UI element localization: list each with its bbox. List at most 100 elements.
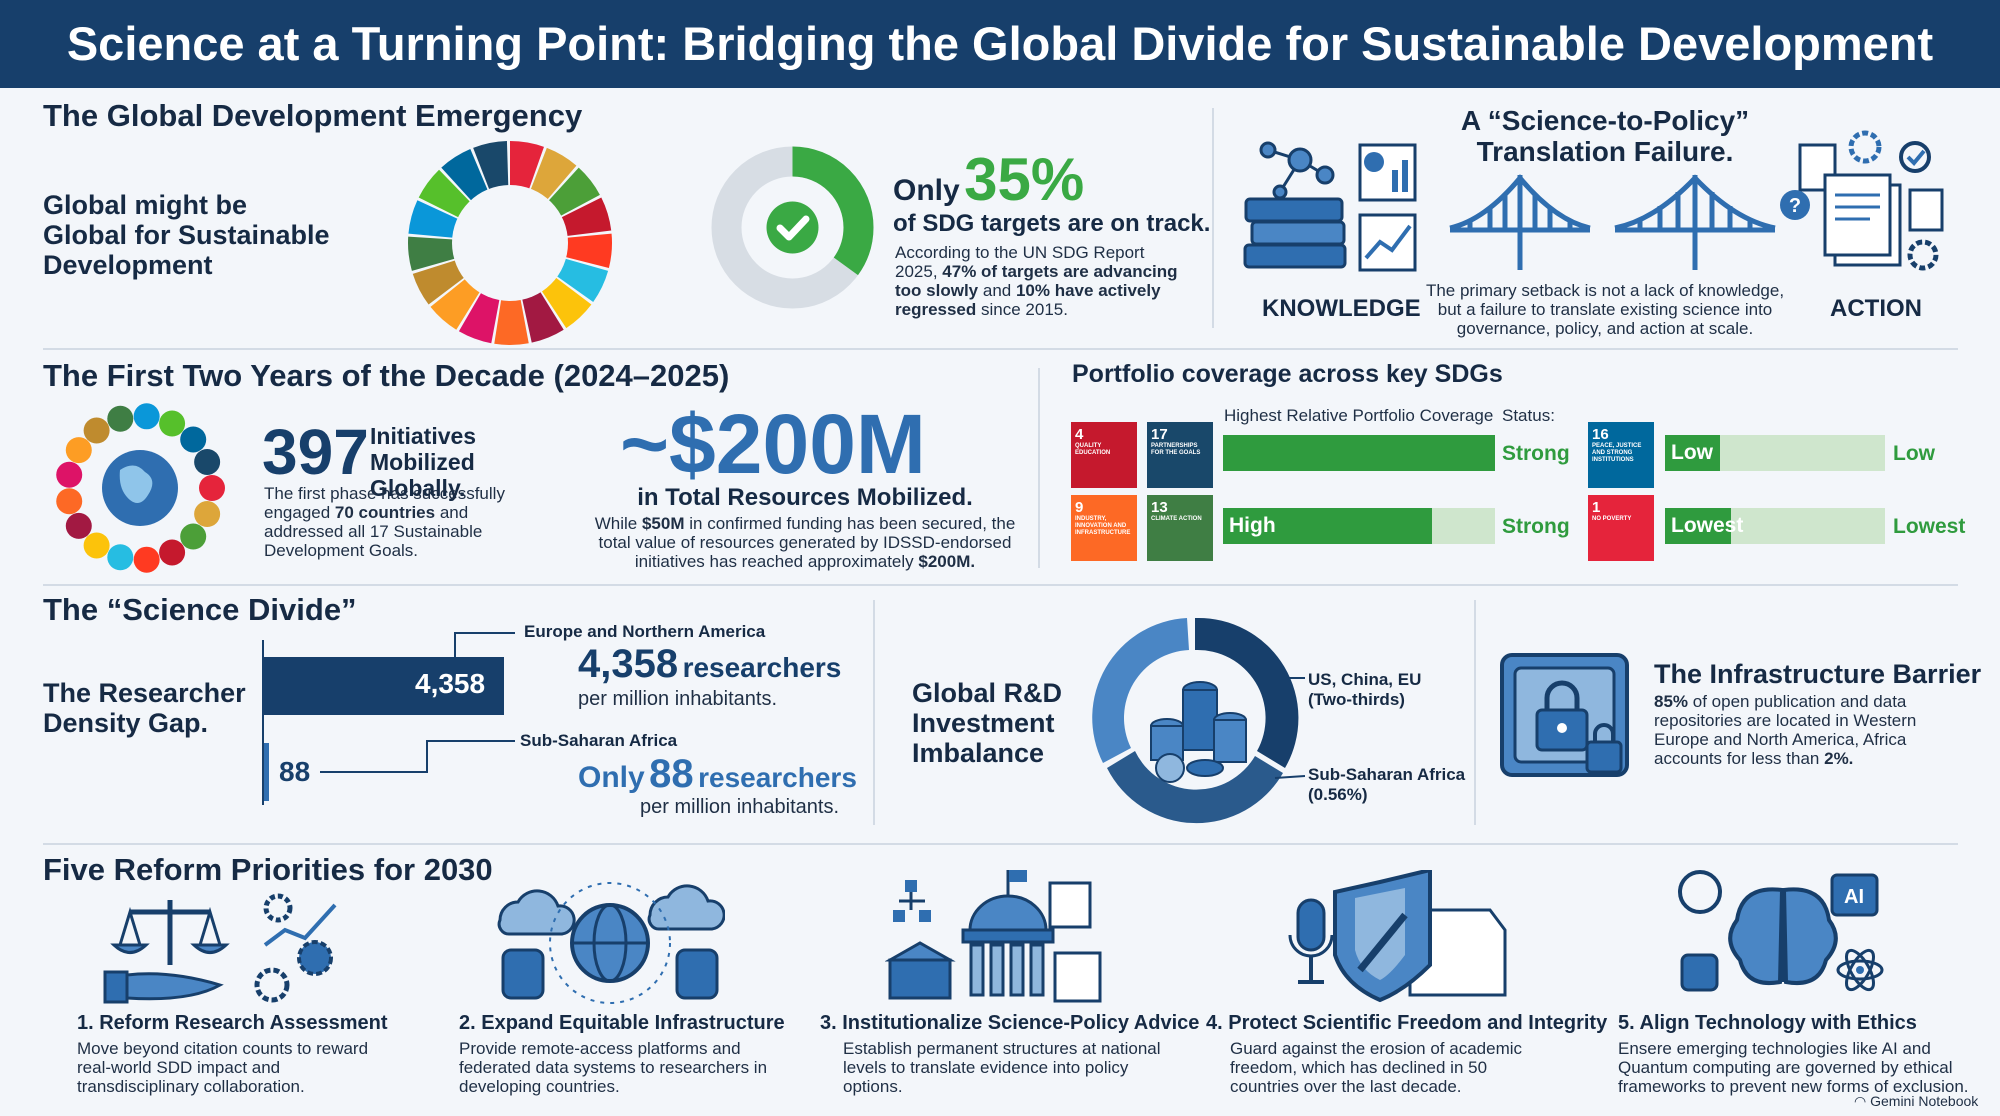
portfolio-title: Portfolio coverage across key SDGs	[1072, 360, 1503, 388]
coverage-bar-3: Low	[1665, 435, 1885, 471]
on-track-donut	[711, 146, 874, 309]
divider	[43, 348, 1958, 350]
initiatives-label: Initiatives Mobilized Globally.	[370, 423, 477, 501]
infra-title: The Infrastructure Barrier	[1654, 659, 1982, 689]
bridge-icon	[1449, 174, 1776, 270]
rd-seg-2: Sub-Saharan Africa (0.56%)	[1308, 765, 1466, 804]
bar-europe	[264, 657, 504, 715]
coverage-bar-1	[1223, 435, 1495, 471]
sdg-globe-dot	[65, 512, 92, 539]
divider	[43, 584, 1958, 586]
sdg-globe-dot	[159, 410, 186, 437]
sdg-globe-dot	[194, 448, 221, 475]
reform-3-desc: Establish permanent structures at nation…	[843, 1039, 1161, 1096]
translation-title: A “Science-to-Policy” Translation Failure…	[1460, 105, 1750, 167]
reform-1-desc: Move beyond citation counts to reward re…	[77, 1039, 369, 1096]
divider	[43, 843, 1958, 845]
sdg-tile-4: 4 QUALITY EDUCATION	[1071, 422, 1137, 488]
on-track-desc: According to the UN SDG Report 2025, 47%…	[895, 243, 1178, 319]
page-title: Science at a Turning Point: Bridging the…	[0, 0, 2000, 88]
resources-desc: While $50M in confirmed funding has been…	[594, 514, 1016, 571]
emergency-label: Global might be Global for Sustainable D…	[43, 190, 330, 280]
action-documents-icon: ?	[1780, 130, 1944, 271]
government-building-icon	[885, 870, 1102, 1003]
initiatives-desc: The first phase has successfully engaged…	[264, 484, 505, 560]
portfolio-status-header: Status:	[1502, 406, 1555, 425]
only-label: Only	[893, 174, 960, 207]
sdg-globe-dot	[56, 488, 83, 515]
footer-brand: ◠ Gemini Notebook	[1854, 1093, 1979, 1109]
coverage-status-2: Strong	[1502, 515, 1570, 538]
resources-amount: ~$200M	[620, 397, 926, 491]
ssa-per: per million inhabitants.	[640, 796, 839, 818]
svg-text:?: ?	[1789, 195, 1801, 217]
researcher-bars	[262, 632, 515, 805]
researcher-gap-label: The Researcher Density Gap.	[43, 678, 246, 738]
sdg-tile-13: 13 CLIMATE ACTION	[1147, 495, 1213, 561]
shield-book-microphone-icon	[1288, 870, 1507, 1003]
notebook-icon: ◠	[1854, 1093, 1871, 1109]
check-icon	[766, 201, 819, 254]
initiatives-count: 397	[262, 416, 369, 488]
coverage-status-4: Lowest	[1893, 515, 1966, 538]
scales-justice-icon	[103, 893, 337, 1004]
sdg-globe-dot	[83, 417, 110, 444]
action-label: ACTION	[1830, 295, 1922, 322]
coverage-bar-2: High	[1223, 508, 1495, 544]
reform-1-title: 1. Reform Research Assessment	[77, 1012, 388, 1034]
bar-sub-saharan	[264, 743, 269, 801]
sdg-wheel-icon	[408, 141, 612, 346]
first-two-title: The First Two Years of the Decade (2024–…	[43, 358, 730, 393]
reform-4-title: 4. Protect Scientific Freedom and Integr…	[1206, 1012, 1608, 1034]
europe-researchers: 4,358 researchers	[578, 642, 842, 686]
on-track-subtitle: of SDG targets are on track.	[893, 210, 1211, 237]
resources-label: in Total Resources Mobilized.	[637, 484, 973, 511]
bar-ssa-label: 88	[279, 756, 311, 787]
sdg-globe-dot	[65, 437, 92, 464]
sdg-globe-dot	[133, 403, 160, 430]
region-ssa: Sub-Saharan Africa	[520, 731, 678, 750]
reform-3-title: 3. Institutionalize Science-Policy Advic…	[820, 1012, 1200, 1034]
divider	[1212, 108, 1214, 328]
vault-lock-icon	[1500, 653, 1629, 777]
divide-title: The “Science Divide”	[43, 592, 357, 627]
reform-2-desc: Provide remote-access platforms and fede…	[459, 1039, 768, 1096]
divider	[873, 600, 875, 825]
sdg-globe-dot	[133, 546, 160, 573]
emergency-title: The Global Development Emergency	[43, 98, 583, 133]
coverage-status-3: Low	[1893, 442, 1935, 465]
coins-icon	[1150, 681, 1247, 783]
globe-sdg-icon	[56, 403, 225, 573]
on-track-percent: 35%	[964, 146, 1085, 213]
infra-desc: 85% of open publication and data reposit…	[1654, 692, 1917, 768]
sdg-tile-16: 16 PEACE, JUSTICE AND STRONG INSTITUTIONS	[1588, 422, 1654, 488]
sdg-globe-dot	[180, 426, 207, 453]
europe-per: per million inhabitants.	[578, 688, 777, 710]
reform-4-desc: Guard against the erosion of academic fr…	[1230, 1039, 1523, 1096]
knowledge-books-icon	[1243, 141, 1417, 272]
sdg-tile-1: 1 NO POVERTY	[1588, 495, 1654, 561]
sdg-globe-dot	[56, 461, 83, 488]
svg-text:AI: AI	[1844, 886, 1864, 908]
cloud-globe-database-icon	[497, 882, 725, 1004]
translation-desc: The primary setback is not a lack of kno…	[1425, 281, 1785, 338]
divider	[1038, 368, 1040, 568]
reform-2-title: 2. Expand Equitable Infrastructure	[459, 1012, 785, 1034]
knowledge-label: KNOWLEDGE	[1262, 295, 1421, 322]
sdg-tile-17: 17 PARTNERSHIPS FOR THE GOALS	[1147, 422, 1213, 488]
reform-5-desc: Ensere emerging technologies like AI and…	[1618, 1039, 1969, 1096]
coverage-status-1: Strong	[1502, 442, 1570, 465]
sdg-globe-dot	[159, 539, 186, 566]
sdg-tile-9: 9 INDUSTRY, INNOVATION AND INFRASTRUCTURE	[1071, 495, 1137, 561]
sdg-globe-dot	[107, 405, 134, 432]
rd-donut	[1092, 617, 1305, 824]
region-europe: Europe and Northern America	[524, 622, 766, 641]
divider	[1474, 600, 1476, 825]
sdg-globe-dot	[180, 523, 207, 550]
sdg-globe-dot	[194, 501, 221, 528]
coverage-bar-4: Lowest	[1665, 508, 1885, 544]
ssa-researchers: Only 88 researchers	[578, 752, 857, 796]
reforms-title: Five Reform Priorities for 2030	[43, 852, 493, 887]
sdg-globe-dot	[83, 532, 110, 559]
ai-brain-icon: AI	[1678, 870, 1884, 992]
